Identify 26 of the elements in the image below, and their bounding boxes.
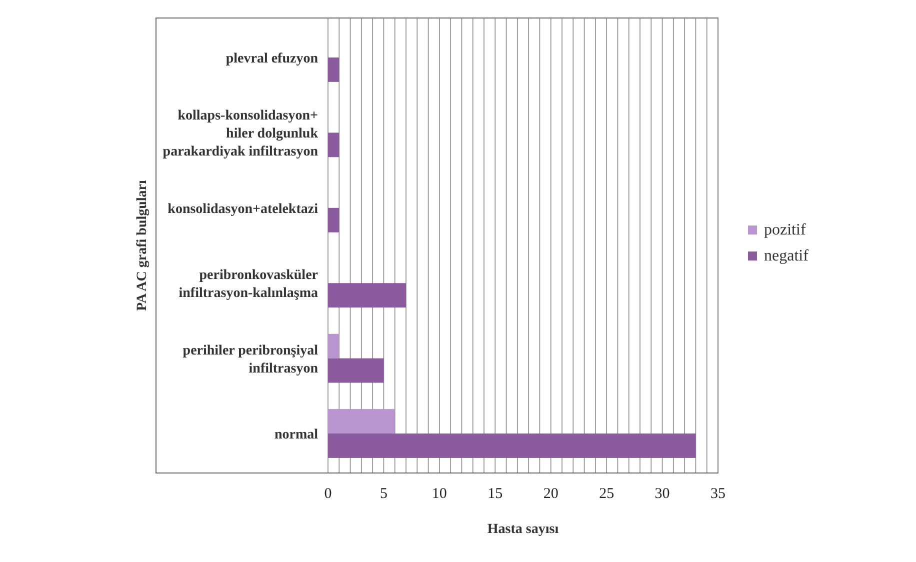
x-tick-label: 10 (432, 486, 447, 502)
y-tick-label: peribronkovasküler infiltrasyon-kalınlaşma (178, 268, 318, 302)
y-tick-label: perihiler peribronşiyal infiltrasyon (182, 343, 318, 376)
x-tick-label: 15 (488, 486, 503, 502)
y-axis-title: PA AC grafi bulguları (135, 180, 150, 311)
y-tick-label: normal (274, 428, 318, 443)
bar (328, 57, 340, 82)
bar (328, 132, 340, 158)
x-tick-label: 20 (543, 486, 558, 502)
bar (328, 208, 340, 232)
y-tick-label: konsolidasyon+atelektazi (168, 202, 318, 217)
legend-label: negatif (764, 248, 810, 264)
bar (328, 358, 384, 383)
bar (328, 409, 395, 434)
x-tick-label: 30 (654, 486, 670, 502)
x-tick-label: 35 (710, 486, 726, 502)
x-tick-label: 5 (380, 486, 388, 502)
legend-label: pozitif (764, 222, 806, 238)
bar (328, 434, 696, 458)
x-tick-label: 25 (599, 486, 614, 502)
bar (328, 334, 340, 358)
bar (328, 283, 406, 308)
y-tick-label: kollaps-konsolidasyon+ hiler dolgunluk parakardiyak infiltrasyon (162, 108, 318, 160)
y-tick-label: plevral efuzyon (226, 51, 318, 66)
x-axis-title: Hasta sayısı (487, 522, 559, 537)
x-tick-label: 0 (324, 486, 332, 502)
